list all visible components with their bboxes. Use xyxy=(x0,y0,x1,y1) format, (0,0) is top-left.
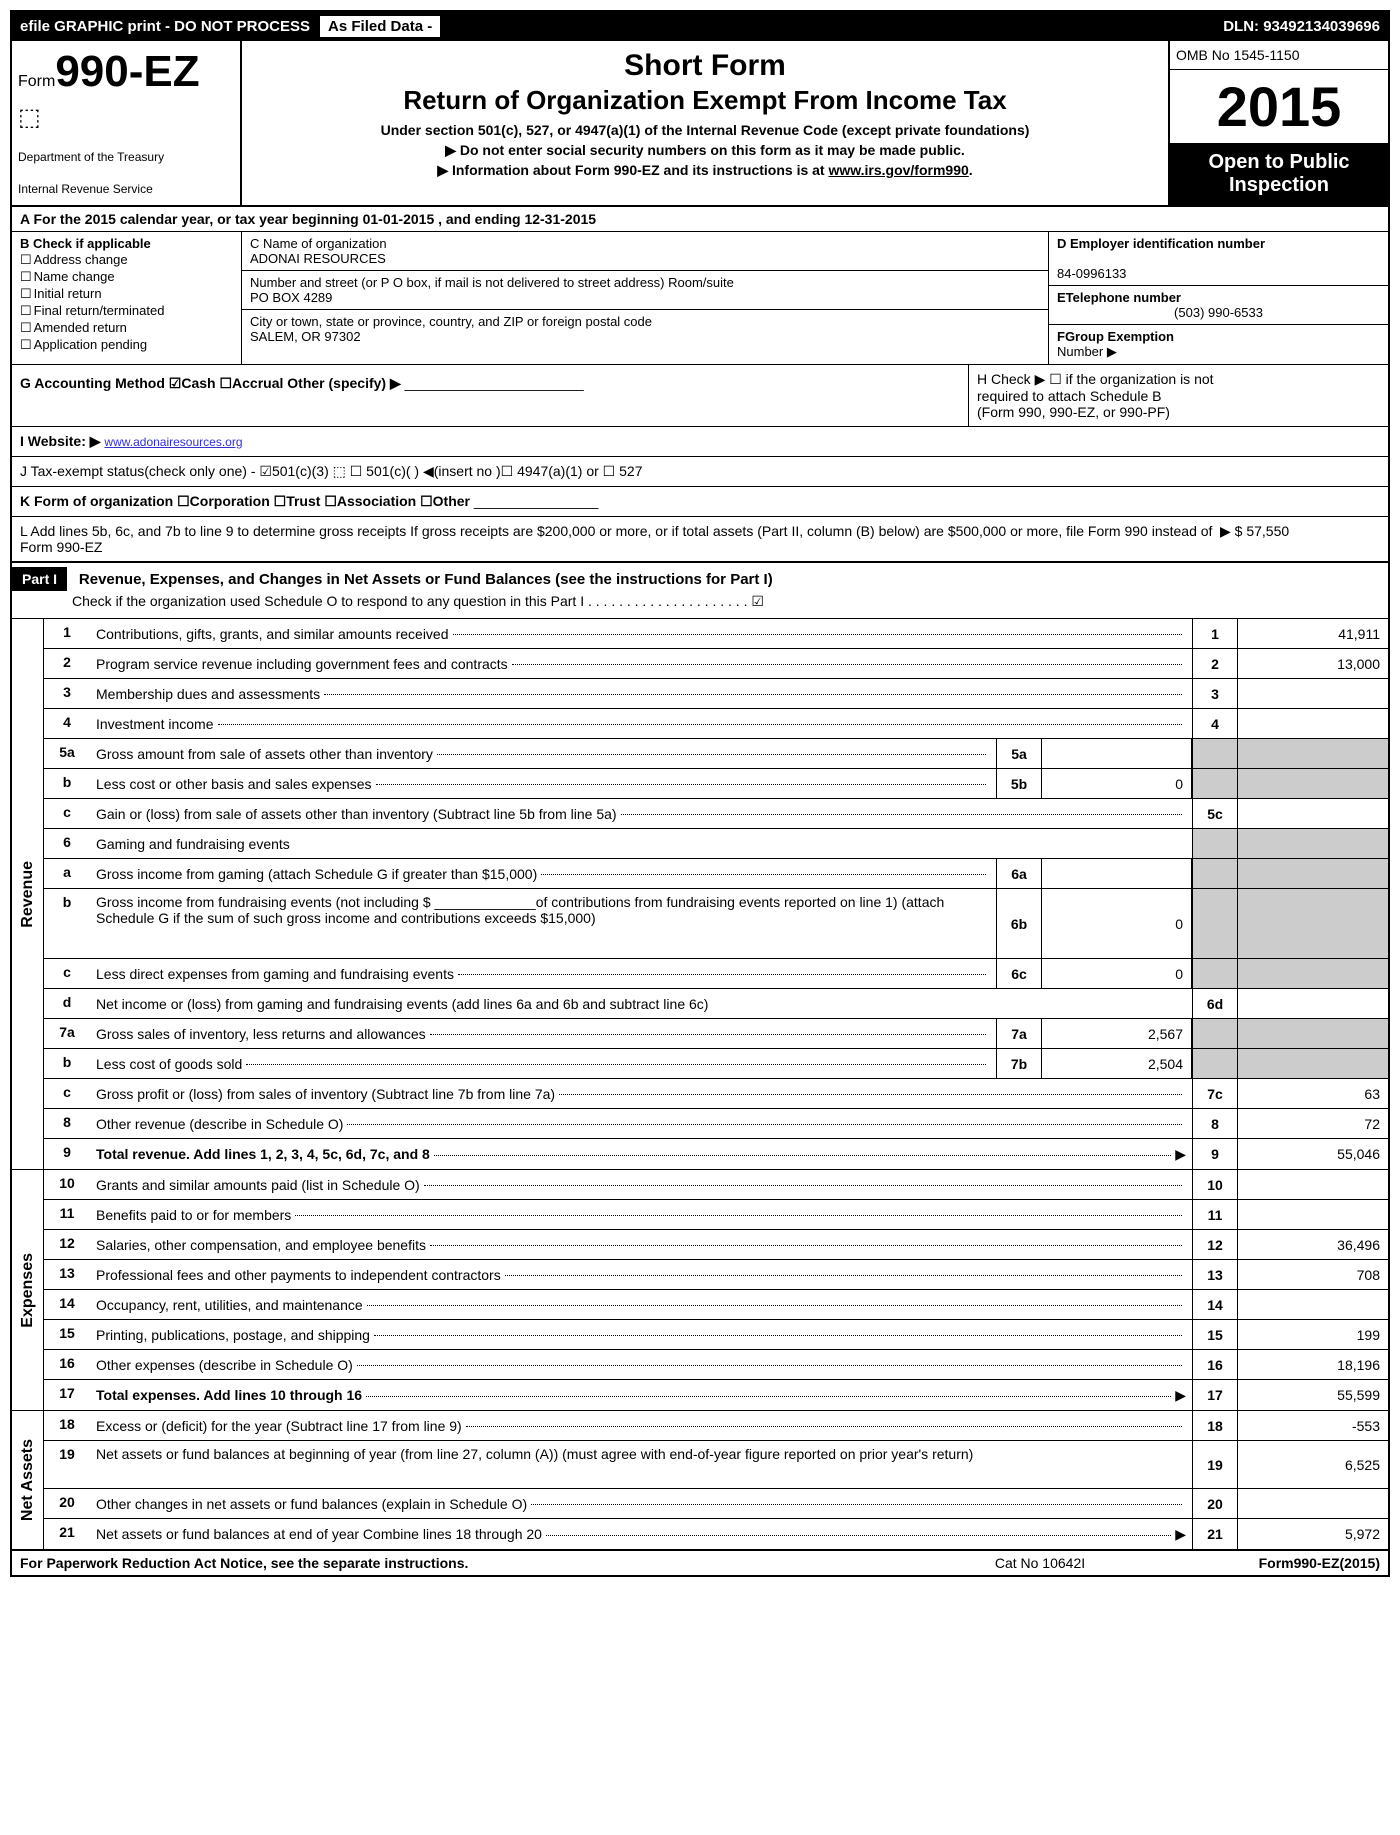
expenses-section: Expenses 10Grants and similar amounts pa… xyxy=(12,1170,1388,1411)
section-b: B Check if applicable Address change Nam… xyxy=(12,232,1388,365)
row-j-status: J Tax-exempt status(check only one) - ☑5… xyxy=(12,457,1388,487)
phone: (503) 990-6533 xyxy=(1057,305,1380,320)
netassets-section: Net Assets 18Excess or (deficit) for the… xyxy=(12,1411,1388,1551)
page-footer: For Paperwork Reduction Act Notice, see … xyxy=(12,1551,1388,1575)
f-label: FGroup Exemption xyxy=(1057,329,1174,344)
check-amended[interactable]: Amended return xyxy=(20,320,233,336)
footer-cat: Cat No 10642I xyxy=(920,1555,1160,1571)
row-i-website: I Website: ▶ www.adonairesources.org xyxy=(12,427,1388,457)
form-990ez-page: efile GRAPHIC print - DO NOT PROCESS As … xyxy=(10,10,1390,1577)
irs-link[interactable]: www.irs.gov/form990 xyxy=(828,162,968,178)
part-i-check: Check if the organization used Schedule … xyxy=(12,591,1388,614)
footer-form: Form990-EZ(2015) xyxy=(1160,1555,1380,1571)
check-address[interactable]: Address change xyxy=(20,252,233,268)
c-label: C Name of organization xyxy=(250,236,387,251)
netassets-label: Net Assets xyxy=(19,1439,37,1521)
check-name[interactable]: Name change xyxy=(20,269,233,285)
e-label: ETelephone number xyxy=(1057,290,1181,305)
header: Form990-EZ ⬚ Department of the Treasury … xyxy=(12,41,1388,207)
asfiled-box: As Filed Data - xyxy=(320,16,440,37)
omb-number: OMB No 1545-1150 xyxy=(1170,41,1388,70)
row-l-text: L Add lines 5b, 6c, and 7b to line 9 to … xyxy=(20,523,1220,555)
revenue-section: Revenue 1Contributions, gifts, grants, a… xyxy=(12,619,1388,1170)
city-label: City or town, state or province, country… xyxy=(250,314,652,329)
check-initial[interactable]: Initial return xyxy=(20,286,233,302)
f-label2: Number ▶ xyxy=(1057,344,1117,359)
dept-treasury: Department of the Treasury xyxy=(18,150,234,164)
top-bar: efile GRAPHIC print - DO NOT PROCESS As … xyxy=(12,12,1388,41)
dln: DLN: 93492134039696 xyxy=(1223,18,1380,35)
note-ssn: ▶ Do not enter social security numbers o… xyxy=(250,142,1160,159)
title-short-form: Short Form xyxy=(250,49,1160,83)
part-i-label: Part I xyxy=(12,567,67,591)
row-l: L Add lines 5b, 6c, and 7b to line 9 to … xyxy=(12,517,1388,563)
revenue-label: Revenue xyxy=(19,861,37,928)
dept-irs: Internal Revenue Service xyxy=(18,182,234,196)
org-name: ADONAI RESOURCES xyxy=(250,251,386,266)
b-org-info: C Name of organization ADONAI RESOURCES … xyxy=(242,232,1048,364)
header-right: OMB No 1545-1150 2015 Open to Public Ins… xyxy=(1168,41,1388,205)
addr-label: Number and street (or P O box, if mail i… xyxy=(250,275,734,290)
addr-val: PO BOX 4289 xyxy=(250,290,332,305)
footer-notice: For Paperwork Reduction Act Notice, see … xyxy=(20,1555,920,1571)
efile-notice: efile GRAPHIC print - DO NOT PROCESS xyxy=(20,18,310,35)
part-i-header: Part I Revenue, Expenses, and Changes in… xyxy=(12,563,1388,619)
h-check1: H Check ▶ ☐ if the organization is not xyxy=(977,371,1214,387)
accounting-method: G Accounting Method ☑Cash ☐Accrual Other… xyxy=(20,375,401,391)
irs-seal-icon: ⬚ xyxy=(18,103,234,132)
tax-year: 2015 xyxy=(1170,70,1388,143)
row-a-tax-year: A For the 2015 calendar year, or tax yea… xyxy=(12,207,1388,232)
row-k-org: K Form of organization ☐Corporation ☐Tru… xyxy=(12,487,1388,517)
check-application[interactable]: Application pending xyxy=(20,337,233,353)
header-left: Form990-EZ ⬚ Department of the Treasury … xyxy=(12,41,242,205)
inspection-notice: Open to Public Inspection xyxy=(1170,143,1388,205)
city-val: SALEM, OR 97302 xyxy=(250,329,361,344)
h-check3: (Form 990, 990-EZ, or 990-PF) xyxy=(977,404,1170,420)
check-final[interactable]: Final return/terminated xyxy=(20,303,233,319)
form-number: 990-EZ xyxy=(55,47,199,96)
title-return: Return of Organization Exempt From Incom… xyxy=(250,85,1160,116)
expenses-label: Expenses xyxy=(19,1253,37,1328)
row-g-h: G Accounting Method ☑Cash ☐Accrual Other… xyxy=(12,365,1388,427)
h-check2: required to attach Schedule B xyxy=(977,388,1161,404)
part-i-title: Revenue, Expenses, and Changes in Net As… xyxy=(79,571,773,588)
website-link[interactable]: www.adonairesources.org xyxy=(104,435,242,449)
row-l-val: ▶ $ 57,550 xyxy=(1220,523,1380,555)
note-info: ▶ Information about Form 990-EZ and its … xyxy=(250,162,1160,179)
form-prefix: Form xyxy=(18,73,55,90)
ein: 84-0996133 xyxy=(1057,266,1126,281)
b-checkboxes: B Check if applicable Address change Nam… xyxy=(12,232,242,364)
subtitle: Under section 501(c), 527, or 4947(a)(1)… xyxy=(250,122,1160,138)
header-center: Short Form Return of Organization Exempt… xyxy=(242,41,1168,205)
d-label: D Employer identification number xyxy=(1057,236,1265,251)
b-right-info: D Employer identification number 84-0996… xyxy=(1048,232,1388,364)
